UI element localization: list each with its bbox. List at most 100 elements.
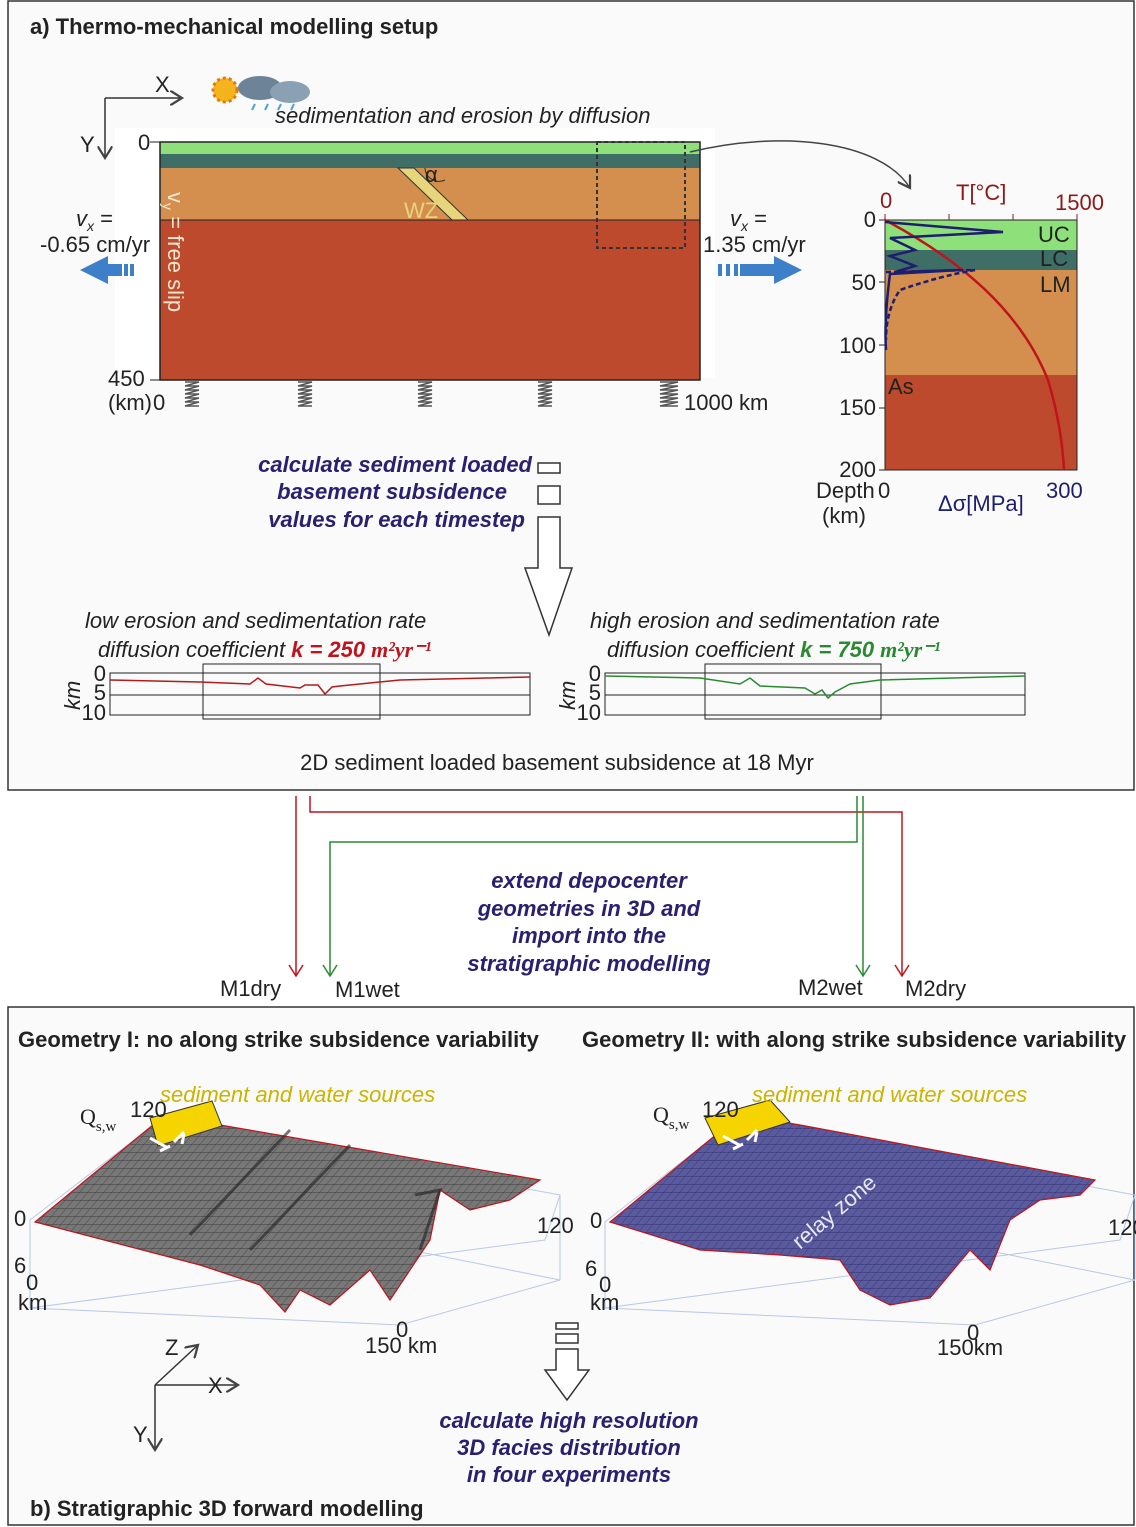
transfer-lines [288, 796, 910, 978]
rect-shape [537, 485, 561, 505]
path-shape [424, 167, 446, 182]
unit: km [590, 1290, 619, 1315]
text: diffusion coefficient [607, 637, 795, 662]
angle: α [425, 162, 438, 187]
profile-right [604, 663, 1026, 720]
q-label: Qs,w [653, 1102, 689, 1133]
axis-x: X [155, 72, 170, 97]
panel-b-title: b) Stratigraphic 3D forward modelling [30, 1496, 424, 1521]
polygon-shape [740, 256, 802, 284]
k: k = 250 [291, 637, 366, 662]
rect-shape [718, 264, 722, 276]
path-shape [184, 381, 200, 407]
side-text: = free slip [163, 210, 188, 312]
eq: = [94, 206, 113, 231]
profile-tick: 0 [589, 661, 601, 686]
rect-shape [726, 264, 730, 276]
rect-shape [885, 375, 1077, 470]
springs [184, 381, 679, 407]
path-shape [33, 1114, 542, 1313]
profile-tick: 5 [589, 680, 601, 705]
hollow-arrow [543, 1322, 591, 1402]
model-name: M2wet [798, 975, 863, 1000]
step-text: in four experiments [467, 1462, 671, 1487]
path-shape [537, 381, 553, 407]
inset-x2-title: Δσ[MPa] [938, 491, 1024, 516]
path-shape [689, 140, 910, 188]
text: diffusion coefficient [98, 637, 286, 662]
path-shape [608, 1114, 1097, 1306]
transfer-text: extend depocenter [491, 868, 688, 893]
path-shape [149, 1130, 186, 1153]
path-shape [659, 381, 679, 407]
path-shape [154, 1345, 198, 1386]
rect-shape [160, 154, 700, 168]
rect-shape [537, 462, 561, 474]
transfer-text: stratigraphic modelling [467, 951, 711, 976]
step-text: values for each timestep [268, 507, 525, 532]
depth-bottom: 450 [108, 366, 145, 391]
right-velocity-symbol: vx = [730, 206, 767, 234]
q: Q [653, 1102, 669, 1127]
v-sub: x [740, 218, 749, 234]
rect-shape [555, 1333, 579, 1344]
inset-x2-tick: 0 [878, 478, 890, 503]
step-text: calculate high resolution [439, 1408, 698, 1433]
path-shape [109, 676, 531, 696]
sources-label: sediment and water sources [752, 1082, 1027, 1107]
velocity-arrows [80, 256, 802, 284]
z-tick: 0 [590, 1208, 602, 1233]
rect-shape [109, 672, 531, 716]
inset-y-tick: 200 [839, 457, 876, 482]
x-end-start: 0 [396, 1317, 408, 1342]
path-shape [885, 268, 976, 274]
z-tick: 6 [14, 1253, 26, 1278]
polygon-shape [704, 1099, 791, 1146]
v: v [730, 206, 743, 231]
step-text: 3D facies distribution [457, 1435, 681, 1460]
path-shape [417, 381, 433, 407]
weak-zone: WZ [404, 198, 438, 223]
rect-shape [555, 1322, 579, 1330]
profile-tick: 0 [94, 661, 106, 686]
k-unit: m²yr⁻¹ [880, 637, 940, 662]
rect-shape [160, 220, 700, 380]
side-symbol: v [163, 192, 188, 203]
geometry-1-labels: sediment and water sources Qs,w 120 0 6 … [14, 1082, 574, 1358]
inset-y-tick: 0 [864, 207, 876, 232]
layer-label: LM [1040, 272, 1071, 297]
profile-left [109, 663, 531, 720]
geometry-title: Geometry II: with along strike subsidenc… [582, 1027, 1127, 1052]
rect-shape [202, 663, 381, 720]
inset-y-title: Depth [816, 478, 875, 503]
eq: = [748, 206, 767, 231]
rect-shape [596, 141, 686, 249]
layer-label: UC [1038, 222, 1070, 247]
depth-top: 0 [138, 130, 150, 155]
inset-profile [879, 214, 1078, 471]
unit: km [18, 1290, 47, 1315]
inset-x-title: T[°C] [956, 180, 1006, 205]
axis-z: Z [165, 1335, 178, 1360]
right-velocity-value: 1.35 cm/yr [703, 232, 806, 257]
y-tick: 120 [1108, 1215, 1136, 1240]
path-shape [322, 964, 338, 978]
z-tick: 0 [14, 1206, 26, 1231]
rect-shape [130, 264, 134, 276]
axis-y: Y [133, 1422, 148, 1447]
profile-line1: low erosion and sedimentation rate [85, 608, 426, 633]
hollow-arrow [523, 462, 574, 638]
k-unit: m²yr⁻¹ [371, 637, 431, 662]
profile-axis-label: km [555, 681, 580, 710]
axis-x: X [208, 1373, 223, 1398]
x-left: 0 [153, 390, 165, 415]
depth-unit: (km) [108, 390, 152, 415]
inset-y-tick: 100 [839, 333, 876, 358]
q-label: Qs,w [80, 1104, 116, 1135]
caption: 2D sediment loaded basement subsidence a… [300, 750, 814, 775]
process-label: sedimentation and erosion by diffusion [275, 103, 650, 128]
path-shape [543, 1348, 591, 1402]
surface-geometry-1 [29, 1100, 561, 1326]
rect-shape [734, 264, 738, 276]
transfer-text: import into the [512, 923, 666, 948]
